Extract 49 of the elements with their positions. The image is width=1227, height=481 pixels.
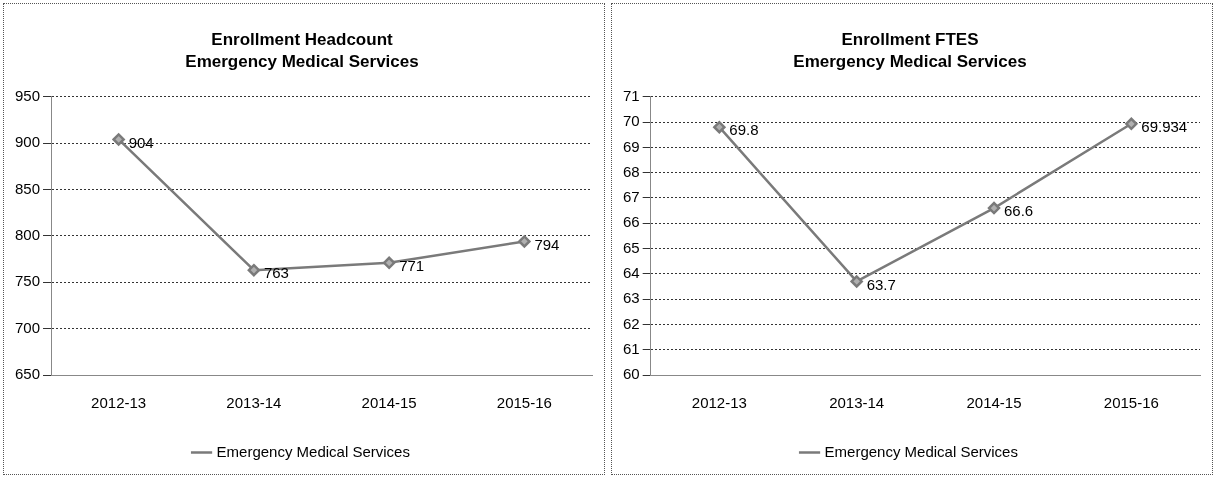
y-tick-label: 950 bbox=[15, 86, 41, 104]
y-tick-label: 71 bbox=[623, 86, 640, 104]
y-tick-label: 66 bbox=[623, 213, 640, 231]
data-label: 69.934 bbox=[1141, 117, 1188, 135]
point bbox=[987, 201, 1001, 215]
data-label: 771 bbox=[399, 256, 425, 274]
chart-title: Enrollment FTES bbox=[841, 29, 979, 49]
data-label: 794 bbox=[534, 235, 560, 253]
y-tick-label: 850 bbox=[15, 179, 41, 197]
data-label: 63.7 bbox=[866, 275, 896, 293]
y-tick-label: 63 bbox=[623, 289, 640, 307]
point bbox=[1125, 117, 1138, 131]
legend-label: Emergency Medical Services bbox=[824, 442, 1018, 460]
x-tick-label: 2015-16 bbox=[496, 394, 552, 412]
y-tick-label: 70 bbox=[623, 112, 640, 130]
y-tick-label: 64 bbox=[623, 263, 640, 281]
x-tick-label: 2014-15 bbox=[361, 394, 417, 412]
data-label: 904 bbox=[128, 133, 154, 151]
x-tick-label: 2013-14 bbox=[226, 394, 282, 412]
data-label: 69.8 bbox=[729, 121, 759, 139]
y-tick-label: 69 bbox=[623, 137, 640, 155]
x-tick-label: 2012-13 bbox=[691, 394, 747, 412]
point bbox=[713, 120, 726, 134]
legend-label: Emergency Medical Services bbox=[216, 442, 410, 460]
point bbox=[112, 133, 125, 146]
y-tick-label: 900 bbox=[15, 133, 41, 151]
y-tick-label: 65 bbox=[623, 238, 640, 256]
y-tick-label: 61 bbox=[623, 339, 640, 357]
chart-subtitle: Emergency Medical Services bbox=[793, 52, 1027, 72]
point bbox=[850, 275, 863, 288]
x-tick-label: 2013-14 bbox=[829, 394, 885, 412]
point bbox=[382, 256, 396, 270]
y-tick-label: 60 bbox=[623, 365, 640, 383]
x-tick-label: 2015-16 bbox=[1103, 394, 1159, 412]
y-tick-label: 650 bbox=[15, 365, 41, 383]
x-tick-label: 2014-15 bbox=[966, 394, 1022, 412]
point bbox=[518, 235, 531, 248]
data-label: 66.6 bbox=[1004, 202, 1034, 220]
chart-title: Enrollment Headcount bbox=[211, 29, 394, 49]
y-tick-label: 750 bbox=[15, 272, 41, 290]
data-label: 763 bbox=[263, 264, 289, 282]
point bbox=[247, 263, 261, 277]
y-tick-label: 68 bbox=[623, 162, 640, 180]
x-tick-label: 2012-13 bbox=[91, 394, 147, 412]
y-tick-label: 62 bbox=[623, 314, 640, 332]
chart-subtitle: Emergency Medical Services bbox=[185, 52, 419, 72]
y-tick-label: 67 bbox=[623, 188, 640, 206]
y-tick-label: 800 bbox=[15, 226, 41, 244]
y-tick-label: 700 bbox=[15, 318, 41, 336]
